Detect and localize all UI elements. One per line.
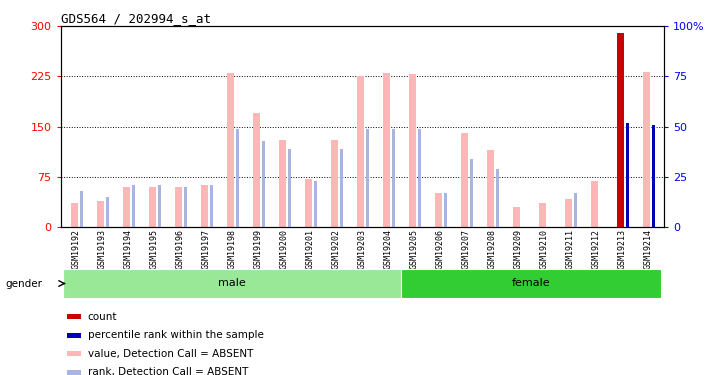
Text: value, Detection Call = ABSENT: value, Detection Call = ABSENT	[88, 349, 253, 358]
Bar	[392, 129, 395, 227]
Text: GSM19203: GSM19203	[358, 229, 367, 269]
Bar	[106, 197, 109, 227]
Text: GSM19194: GSM19194	[124, 229, 133, 269]
Text: GSM19200: GSM19200	[280, 229, 289, 269]
Bar	[149, 187, 156, 227]
Bar	[71, 204, 78, 227]
Text: GSM19193: GSM19193	[98, 229, 107, 269]
Bar	[201, 185, 208, 227]
Text: GSM19192: GSM19192	[72, 229, 81, 269]
Bar	[278, 140, 286, 227]
Bar	[652, 124, 655, 227]
Bar	[175, 187, 182, 227]
Bar	[617, 33, 624, 227]
Text: GSM19206: GSM19206	[436, 229, 445, 269]
Bar	[158, 185, 161, 227]
Bar	[67, 333, 81, 338]
Bar	[574, 193, 577, 227]
Text: female: female	[512, 279, 550, 288]
Bar	[401, 269, 661, 298]
Bar	[461, 133, 468, 227]
Bar	[132, 185, 135, 227]
Bar	[305, 179, 312, 227]
Text: GDS564 / 202994_s_at: GDS564 / 202994_s_at	[61, 12, 211, 25]
Bar	[565, 199, 572, 227]
Bar	[262, 141, 265, 227]
Bar	[184, 187, 187, 227]
Text: GSM19195: GSM19195	[150, 229, 159, 269]
Bar	[444, 193, 447, 227]
Bar	[340, 148, 343, 227]
Text: GSM19212: GSM19212	[592, 229, 601, 269]
Bar	[590, 182, 598, 227]
Text: GSM19202: GSM19202	[332, 229, 341, 269]
Bar	[366, 129, 369, 227]
Bar	[643, 72, 650, 227]
Bar	[253, 113, 260, 227]
Text: GSM19205: GSM19205	[410, 229, 419, 269]
Bar	[538, 204, 546, 227]
Bar	[67, 351, 81, 356]
Bar	[408, 74, 416, 227]
Bar	[487, 150, 494, 227]
Text: GSM19211: GSM19211	[566, 229, 575, 269]
Bar	[64, 269, 401, 298]
Bar	[96, 201, 104, 227]
Bar	[210, 185, 213, 227]
Text: count: count	[88, 312, 117, 322]
Text: GSM19196: GSM19196	[176, 229, 185, 269]
Text: GSM19207: GSM19207	[462, 229, 471, 269]
Text: GSM19208: GSM19208	[488, 229, 497, 269]
Text: GSM19210: GSM19210	[540, 229, 549, 269]
Bar	[435, 194, 442, 227]
Bar	[331, 140, 338, 227]
Bar	[67, 370, 81, 375]
Bar	[226, 73, 234, 227]
Text: percentile rank within the sample: percentile rank within the sample	[88, 330, 263, 340]
Text: GSM19201: GSM19201	[306, 229, 315, 269]
Bar	[314, 181, 317, 227]
Text: GSM19209: GSM19209	[514, 229, 523, 269]
Text: gender: gender	[6, 279, 43, 289]
Text: GSM19204: GSM19204	[384, 229, 393, 269]
Bar	[288, 148, 291, 227]
Text: GSM19198: GSM19198	[228, 229, 237, 269]
Text: rank, Detection Call = ABSENT: rank, Detection Call = ABSENT	[88, 367, 248, 375]
Bar	[617, 33, 624, 227]
Bar	[496, 169, 499, 227]
Bar	[418, 129, 421, 227]
Text: GSM19214: GSM19214	[644, 229, 653, 269]
Bar	[470, 159, 473, 227]
Text: male: male	[218, 279, 246, 288]
Bar	[356, 76, 364, 227]
Bar	[80, 191, 83, 227]
Bar	[123, 187, 130, 227]
Bar	[67, 314, 81, 319]
Bar	[236, 129, 239, 227]
Bar	[626, 123, 629, 227]
Text: GSM19199: GSM19199	[254, 229, 263, 269]
Text: GSM19197: GSM19197	[202, 229, 211, 269]
Bar	[513, 207, 520, 227]
Text: GSM19213: GSM19213	[618, 229, 627, 269]
Bar	[383, 73, 390, 227]
